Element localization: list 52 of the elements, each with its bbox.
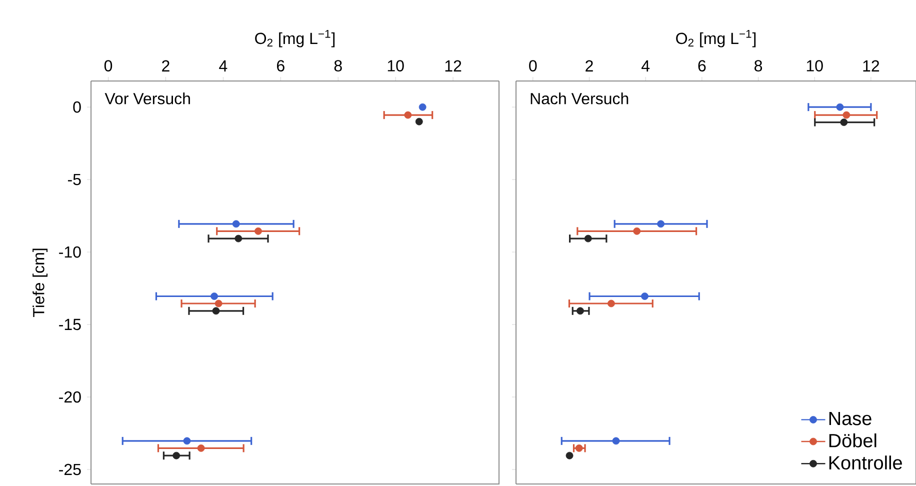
point <box>657 220 664 228</box>
point <box>234 234 242 242</box>
x-tick-label: 8 <box>754 60 762 72</box>
point <box>172 452 180 460</box>
x-tick-label: 10 <box>806 60 823 72</box>
point <box>254 227 262 235</box>
point <box>404 111 412 119</box>
legend-label: Kontrolle <box>829 456 902 470</box>
point <box>566 452 574 460</box>
x-tick-label: 10 <box>388 60 404 72</box>
point <box>641 292 648 300</box>
point <box>183 437 191 445</box>
point <box>584 234 592 242</box>
y-tick-label: -25 <box>59 464 81 476</box>
point <box>633 227 641 235</box>
text: Vor Versuch <box>104 92 190 104</box>
text: Nach Versuch <box>530 92 628 104</box>
point <box>214 300 222 308</box>
x-tick-label: 12 <box>445 60 462 72</box>
point <box>415 118 423 126</box>
point <box>840 118 848 126</box>
x-tick-label: 0 <box>104 60 112 72</box>
x-axis-title: O$_{2}$ [mg L$^{−1}$] <box>255 30 335 48</box>
x-tick-label: 12 <box>863 60 880 72</box>
point <box>608 300 615 308</box>
legend-label: Döbel <box>829 433 876 448</box>
y-tick-label: 0 <box>73 101 81 113</box>
legend-label: Nase <box>829 412 872 426</box>
x-tick-label: 6 <box>698 60 706 72</box>
point <box>836 103 844 111</box>
point <box>232 220 240 228</box>
point <box>197 444 205 452</box>
y-tick-label: -20 <box>59 391 81 403</box>
y-tick-label: -5 <box>68 174 81 186</box>
y-tick-label: -10 <box>59 246 81 258</box>
y-axis-title: Tiefe [cm] <box>32 248 48 317</box>
x-tick-label: 4 <box>219 60 228 72</box>
x-tick-label: 6 <box>277 60 284 72</box>
x-tick-label: 8 <box>334 60 342 72</box>
point <box>612 437 620 445</box>
point <box>418 103 426 111</box>
y-tick-label: -15 <box>59 318 81 330</box>
x-tick-label: 4 <box>642 60 650 72</box>
point <box>210 292 218 300</box>
x-axis-title: O$_{2}$ [mg L$^{−1}$] <box>676 30 756 48</box>
x-tick-label: 0 <box>529 60 537 72</box>
point <box>576 307 584 315</box>
x-tick-label: 2 <box>162 60 170 72</box>
point <box>212 307 220 315</box>
x-tick-label: 2 <box>586 60 593 72</box>
point <box>575 444 583 452</box>
point <box>842 111 850 119</box>
